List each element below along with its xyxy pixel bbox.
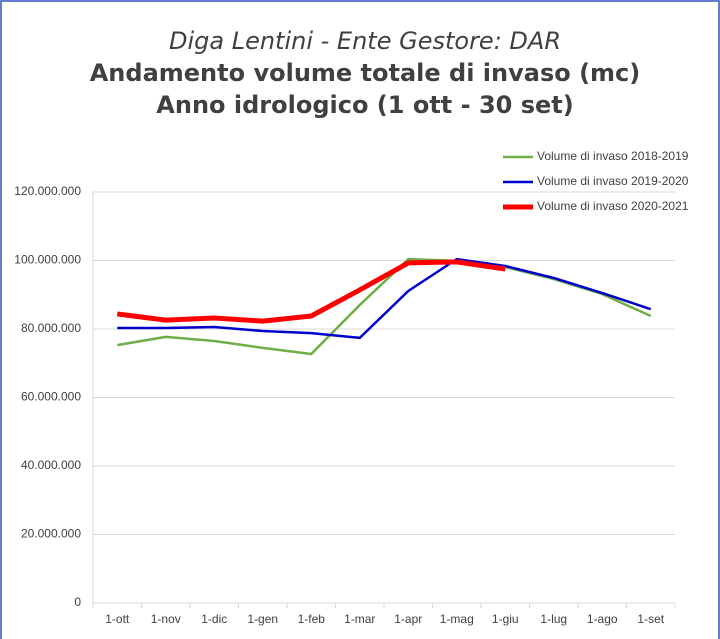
legend-label: Volume di invaso 2020-2021 [537,199,689,213]
x-tick-label: 1-ott [105,612,130,626]
y-tick-label: 120.000.000 [14,184,81,198]
series-line [117,257,652,340]
x-tick-label: 1-dic [201,612,227,626]
legend-label: Volume di invaso 2019-2020 [537,174,689,188]
x-tick-label: 1-feb [298,612,326,626]
y-tick-label: 40.000.000 [21,458,81,472]
y-tick-label: 100.000.000 [14,253,81,267]
x-tick-label: 1-nov [151,612,181,626]
y-tick-label: 20.000.000 [21,527,81,541]
y-tick-label: 60.000.000 [21,390,81,404]
chart-title: Anno idrologico (1 ott - 30 set) [156,91,573,119]
x-tick-label: 1-mar [344,612,375,626]
x-tick-label: 1-gen [247,612,278,626]
legend-label: Volume di invaso 2018-2019 [537,149,689,163]
y-tick-label: 0 [74,595,81,609]
x-tick-label: 1-lug [540,612,567,626]
x-tick-label: 1-set [637,612,664,626]
y-tick-label: 80.000.000 [21,321,81,335]
series-line [116,259,506,324]
chart-title: Andamento volume totale di invaso (mc) [90,59,641,87]
chart-title: Diga Lentini - Ente Gestore: DAR [169,27,561,55]
x-tick-label: 1-mag [440,612,474,626]
x-tick-label: 1-ago [587,612,618,626]
x-tick-label: 1-giu [492,612,519,626]
x-tick-label: 1-apr [394,612,422,626]
